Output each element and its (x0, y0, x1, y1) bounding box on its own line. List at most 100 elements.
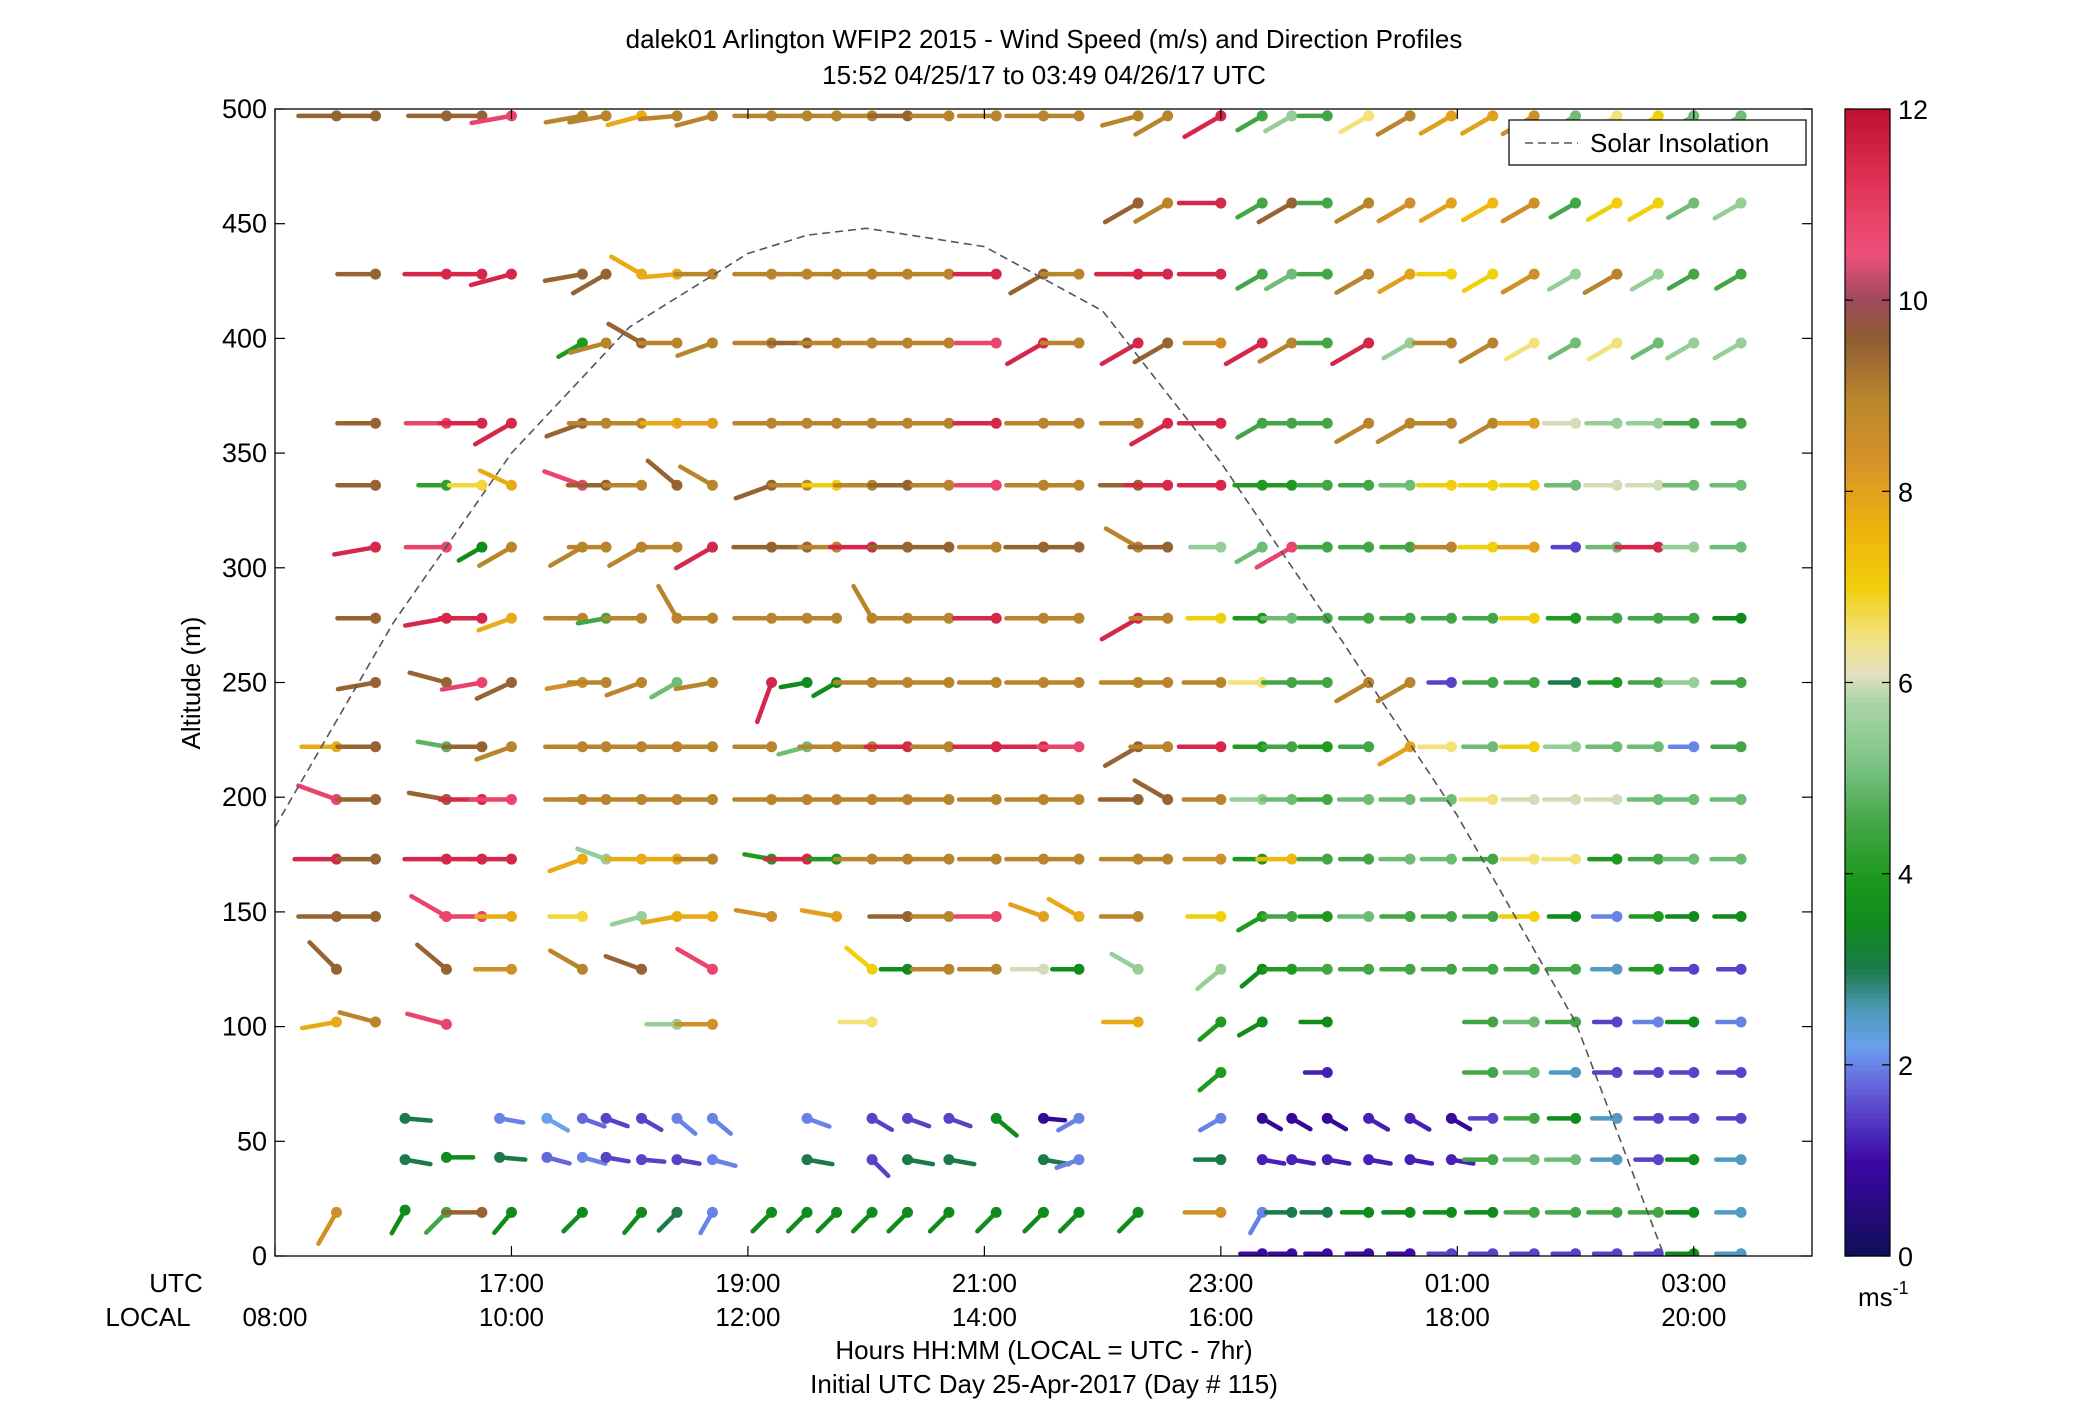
wind-vector-head (576, 337, 588, 349)
wind-vector-head (1487, 1016, 1499, 1028)
wind-vector (1375, 677, 1416, 704)
wind-vector-head (576, 853, 588, 865)
colorbar-segment (1845, 1050, 1890, 1056)
wind-vector-shaft (1334, 421, 1371, 445)
wind-vector (1583, 479, 1623, 491)
wind-vector-head (1528, 1206, 1540, 1218)
wind-vector-head (1404, 1154, 1416, 1166)
wind-vector-shaft (1500, 200, 1537, 224)
colorbar-segment (1845, 171, 1890, 177)
wind-vector (675, 417, 718, 429)
wind-vector-head (1073, 793, 1085, 805)
wind-vector-head (943, 417, 955, 429)
colorbar: 0 2 4 6 8 10 12 (1844, 95, 1928, 1272)
wind-vector (1385, 1248, 1416, 1256)
wind-vector-head (1215, 337, 1227, 349)
wind-vector-head (671, 479, 683, 491)
wind-vector (801, 1112, 832, 1129)
x-tick-label-local: 16:00 (1188, 1302, 1253, 1332)
wind-vector-head (369, 612, 381, 624)
wind-vector (1500, 268, 1540, 295)
wind-vector-head (1487, 741, 1499, 753)
wind-vector-shaft (1458, 340, 1496, 364)
colorbar-segment (1845, 1179, 1890, 1185)
wind-vector (1541, 417, 1582, 429)
wind-vector (1712, 337, 1747, 361)
colorbar-segment (1845, 419, 1890, 426)
wind-vector (1709, 853, 1747, 865)
wind-vector-head (1688, 741, 1700, 753)
wind-vector (1260, 417, 1298, 429)
wind-vector-shaft (733, 907, 774, 919)
colorbar-segment (1845, 1241, 1890, 1248)
wind-vector (1500, 197, 1540, 224)
wind-vector-shaft (567, 113, 609, 125)
wind-vector (1460, 110, 1499, 136)
wind-vector (943, 1154, 977, 1167)
colorbar-segment (1845, 940, 1890, 946)
wind-vector-head (1487, 110, 1499, 122)
colorbar-segment (1845, 954, 1890, 961)
wind-vector (1627, 197, 1664, 222)
colorbar-segment (1845, 1155, 1890, 1162)
wind-vector (567, 110, 612, 125)
wind-vector-head (990, 1206, 1002, 1218)
wind-vector (1238, 1248, 1268, 1256)
wind-vector (1467, 1248, 1499, 1256)
y-tick-label: 50 (237, 1126, 267, 1156)
wind-vector-head (1611, 677, 1623, 688)
wind-vector (405, 1011, 452, 1030)
wind-vector-shaft (474, 680, 514, 701)
wind-vector-head (706, 337, 718, 349)
wind-vector-shaft (1461, 271, 1496, 294)
wind-vector (909, 910, 955, 922)
wind-vector-head (541, 1151, 553, 1163)
colorbar-segment (1845, 758, 1890, 765)
wind-vector (477, 468, 517, 491)
wind-vector-head (902, 1112, 914, 1124)
wind-vector-head (1215, 479, 1227, 491)
wind-vector-shaft (1377, 744, 1413, 767)
wind-vector (1545, 612, 1582, 624)
wind-vector (416, 479, 452, 491)
wind-vector (1458, 337, 1499, 364)
wind-vector (1197, 1112, 1227, 1133)
wind-vector-head (902, 110, 914, 122)
wind-vector (1540, 853, 1582, 865)
wind-vector-head (1363, 337, 1375, 349)
wind-vector-head (1735, 1206, 1747, 1218)
wind-vector (307, 940, 342, 975)
wind-vector (1375, 110, 1416, 137)
wind-vector (1662, 417, 1700, 429)
wind-vector-head (330, 1206, 342, 1218)
wind-vector-shaft (673, 680, 715, 692)
wind-vector-head (1363, 197, 1375, 209)
wind-vector-head (1688, 793, 1700, 805)
colorbar-segment (1845, 1131, 1890, 1138)
wind-vector-head (1487, 1066, 1499, 1078)
wind-vector-head (902, 677, 914, 688)
wind-vector-head (1688, 1016, 1700, 1028)
wind-vector-head (671, 677, 683, 688)
wind-vector (1223, 337, 1268, 367)
wind-vector-head (1445, 197, 1457, 209)
wind-vector-head (1652, 1112, 1664, 1124)
wind-vector (567, 337, 612, 355)
colorbar-segment (1845, 180, 1890, 187)
colorbar-segment (1845, 931, 1890, 937)
wind-vector-shaft (1099, 113, 1141, 128)
wind-vector (733, 907, 778, 922)
wind-vector-head (1735, 677, 1747, 688)
wind-vector (437, 417, 488, 429)
wind-vector (1415, 479, 1457, 491)
wind-vector (1661, 541, 1700, 553)
colorbar-segment (1845, 1045, 1890, 1052)
colorbar-segment (1845, 1031, 1890, 1037)
wind-vector-head (1611, 268, 1623, 280)
wind-vector-head (505, 612, 517, 624)
wind-vector-head (943, 910, 955, 922)
wind-vector (1461, 963, 1499, 975)
wind-vector-head (990, 963, 1002, 975)
wind-vector-head (1363, 741, 1375, 753)
colorbar-segment (1845, 276, 1890, 282)
